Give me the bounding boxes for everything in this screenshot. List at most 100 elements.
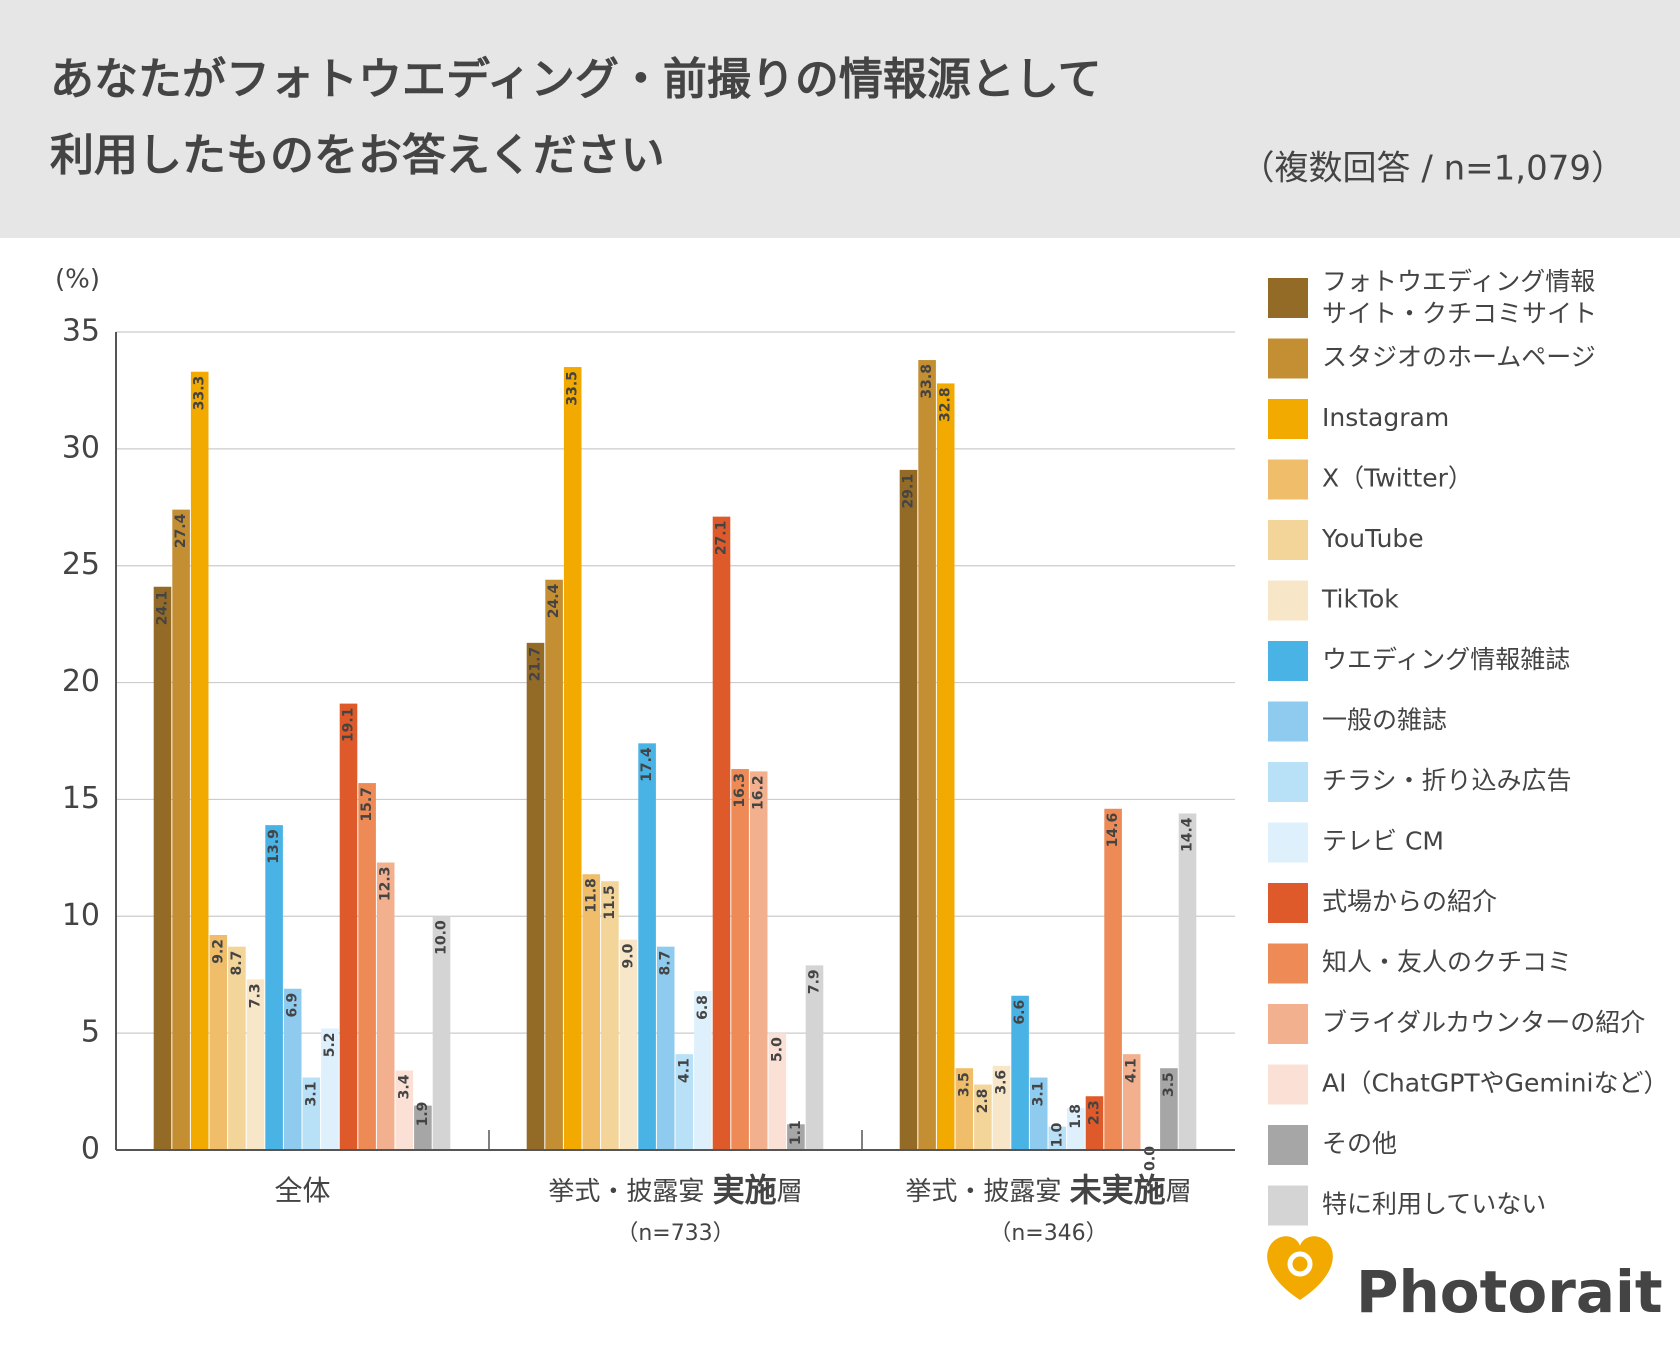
y-tick-label: 5 <box>81 1015 100 1050</box>
bar <box>1011 995 1029 1150</box>
bar <box>1122 1054 1141 1150</box>
data-label: 14.6 <box>1105 813 1121 848</box>
legend-swatch <box>1268 1004 1308 1044</box>
data-label: 17.4 <box>639 747 655 782</box>
data-label: 9.0 <box>621 943 637 968</box>
x-tick-label: 挙式・披露宴 未実施層 <box>905 1171 1191 1209</box>
legend-label: TikTok <box>1321 585 1399 614</box>
data-label: 16.2 <box>751 775 767 810</box>
bar <box>321 1028 339 1150</box>
data-label: 24.1 <box>155 591 171 626</box>
y-tick-label: 10 <box>62 898 100 933</box>
data-label: 7.3 <box>248 983 264 1008</box>
legend-label: X（Twitter） <box>1322 464 1473 493</box>
legend-swatch <box>1268 399 1308 439</box>
header-background <box>0 0 1680 238</box>
data-label: 4.1 <box>676 1058 692 1083</box>
y-tick-label: 15 <box>62 781 100 816</box>
data-label: 9.2 <box>210 939 226 964</box>
data-label: 16.3 <box>732 773 748 808</box>
data-label: 11.8 <box>583 878 599 913</box>
x-tick-note: （n=346） <box>989 1221 1107 1246</box>
data-label: 32.8 <box>938 387 954 422</box>
legend-swatch <box>1268 459 1308 500</box>
data-label: 27.4 <box>173 513 189 548</box>
bar <box>172 509 190 1150</box>
bar <box>563 367 582 1150</box>
legend-label: その他 <box>1322 1129 1397 1158</box>
bar <box>1085 1096 1104 1150</box>
bar <box>190 371 209 1150</box>
bar <box>955 1068 974 1150</box>
data-label: 1.1 <box>788 1120 804 1145</box>
data-label: 33.5 <box>565 371 581 406</box>
bar <box>694 991 712 1150</box>
legend-label: テレビ CM <box>1322 827 1444 856</box>
logo-icon <box>1267 1236 1333 1300</box>
bar <box>339 703 358 1150</box>
data-label: 7.9 <box>807 969 823 994</box>
data-label: 1.9 <box>415 1102 431 1127</box>
data-label: 12.3 <box>378 867 394 902</box>
legend-label: Instagram <box>1322 403 1449 432</box>
data-label: 2.8 <box>975 1089 991 1114</box>
bar <box>209 934 228 1150</box>
data-label: 19.1 <box>341 708 357 743</box>
bar <box>731 769 749 1150</box>
legend-swatch <box>1268 1185 1308 1226</box>
bar <box>619 939 638 1150</box>
data-label: 0.0 <box>1142 1146 1158 1171</box>
legend-label: チラシ・折り込み広告 <box>1322 766 1572 795</box>
bar <box>395 1070 414 1150</box>
bar <box>768 1033 787 1150</box>
legend-label: フォトウエディング情報サイト・クチコミサイト <box>1322 267 1597 328</box>
data-label: 1.0 <box>1049 1122 1065 1147</box>
legend-label: 知人・友人のクチコミ <box>1322 948 1572 977</box>
data-label: 33.8 <box>919 364 935 399</box>
y-tick-label: 35 <box>62 314 100 349</box>
legend-swatch <box>1268 822 1308 863</box>
y-axis-label: (%) <box>55 265 100 295</box>
legend-swatch <box>1268 1064 1308 1105</box>
bar <box>601 881 619 1150</box>
legend-swatch <box>1268 883 1308 923</box>
data-label: 6.6 <box>1012 1000 1028 1025</box>
data-label: 3.1 <box>1031 1082 1047 1107</box>
bar <box>656 946 675 1150</box>
bar <box>582 874 601 1150</box>
y-tick-label: 20 <box>62 664 100 699</box>
data-label: 21.7 <box>528 647 544 682</box>
logo: Photorait <box>1267 1236 1663 1326</box>
data-label: 15.7 <box>359 787 375 822</box>
data-label: 14.4 <box>1180 817 1196 852</box>
data-label: 29.1 <box>901 474 917 509</box>
legend-swatch <box>1268 701 1308 742</box>
bar <box>638 743 656 1150</box>
data-label: 3.5 <box>956 1072 972 1097</box>
bar <box>246 979 265 1150</box>
data-label: 5.2 <box>322 1032 338 1057</box>
legend-swatch <box>1268 580 1308 621</box>
bar <box>302 1077 321 1150</box>
logo-text: Photorait <box>1356 1258 1663 1326</box>
legend-label: YouTube <box>1321 524 1424 553</box>
legend-swatch <box>1268 641 1308 681</box>
legend-label: 式場からの紹介 <box>1322 887 1497 916</box>
bar <box>228 946 246 1150</box>
data-label: 3.6 <box>994 1070 1010 1095</box>
bar <box>153 586 172 1150</box>
bar <box>918 360 936 1150</box>
bar <box>805 965 824 1150</box>
bar <box>526 642 545 1150</box>
bar <box>1178 813 1197 1150</box>
data-label: 10.0 <box>434 920 450 955</box>
bar <box>936 383 955 1151</box>
chart-title: 利用したものをお答えください <box>50 130 665 181</box>
data-label: 6.9 <box>285 993 301 1018</box>
bar <box>376 862 395 1150</box>
x-tick-note: （n=733） <box>616 1221 734 1246</box>
legend-swatch <box>1268 762 1308 802</box>
bar <box>675 1054 694 1150</box>
